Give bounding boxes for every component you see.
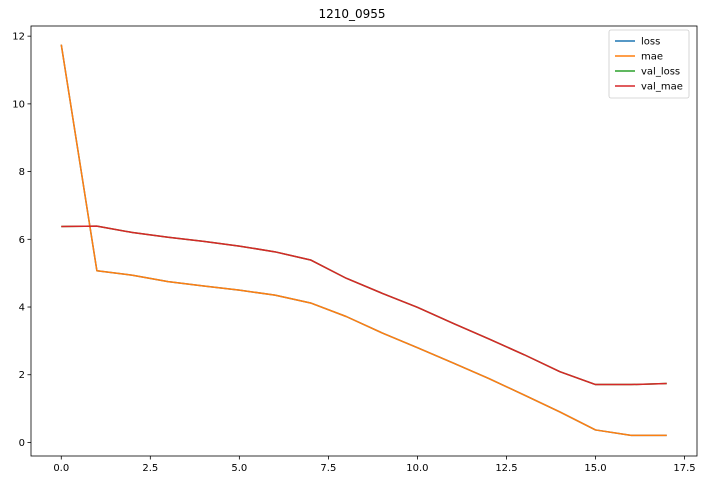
x-tick-label: 5.0 xyxy=(231,463,247,474)
y-tick-label: 0 xyxy=(19,438,25,449)
axes-layer: 0.0 2.5 5.0 7.5 10.0 12.5 15.0 17.5 0 2 4 6 8 10 12 xyxy=(12,32,695,474)
x-tick-label: 15.0 xyxy=(584,463,606,474)
legend: loss mae val_loss val_mae xyxy=(608,29,690,99)
chart-title: 1210_0955 xyxy=(318,7,385,21)
series-line-val-mae xyxy=(61,225,667,386)
x-tick-label: 12.5 xyxy=(495,463,517,474)
series-layer xyxy=(60,44,667,437)
y-tick-label: 2 xyxy=(19,370,25,381)
plot-frame xyxy=(30,25,698,457)
x-tick-label: 2.5 xyxy=(142,463,158,474)
y-tick-label: 8 xyxy=(19,167,25,178)
y-tick-label: 10 xyxy=(12,99,25,110)
legend-label-mae: mae xyxy=(641,52,663,63)
x-tick-label: 7.5 xyxy=(320,463,336,474)
series-line-mae xyxy=(60,44,667,437)
x-tick-label: 17.5 xyxy=(673,463,695,474)
legend-label-loss: loss xyxy=(641,37,660,48)
legend-label-val-mae: val_mae xyxy=(641,82,683,93)
y-tick-label: 12 xyxy=(12,32,25,43)
y-tick-label: 6 xyxy=(19,235,25,246)
legend-box xyxy=(608,29,690,99)
x-tick-label: 0.0 xyxy=(53,463,69,474)
legend-label-val-loss: val_loss xyxy=(641,67,680,78)
y-tick-label: 4 xyxy=(19,303,25,314)
plot-area xyxy=(30,25,698,457)
x-tick-label: 10.0 xyxy=(406,463,428,474)
